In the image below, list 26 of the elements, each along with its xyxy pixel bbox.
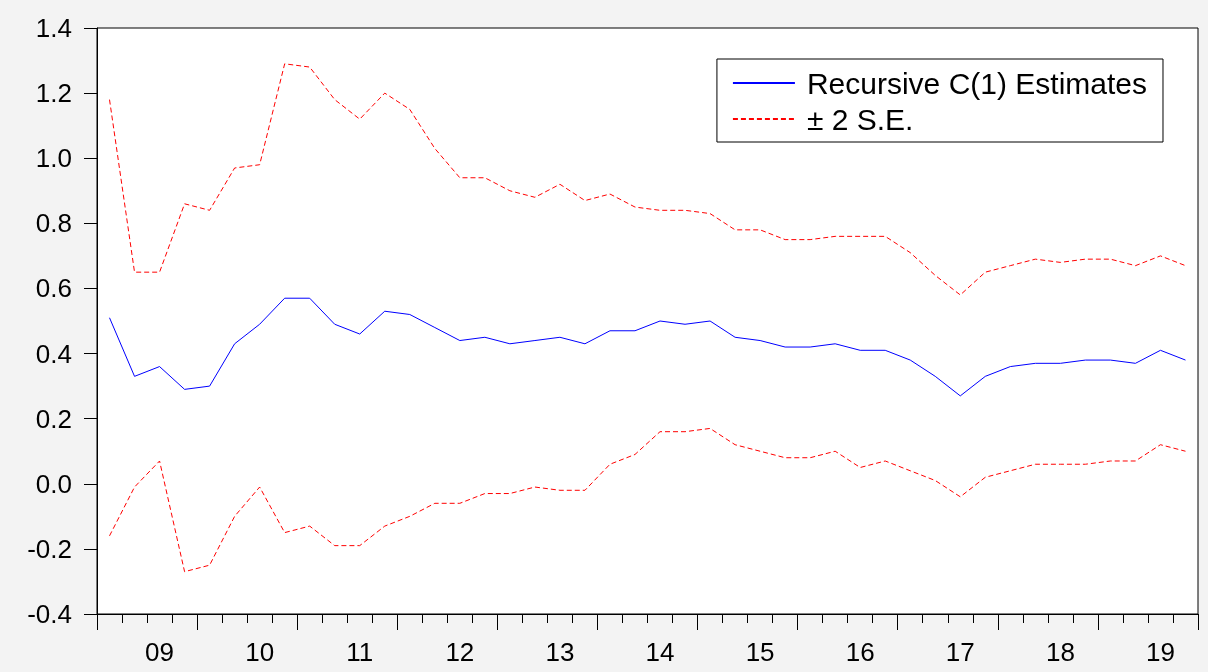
x-tick-label: 16: [845, 637, 875, 667]
x-tick-label: 09: [145, 637, 175, 667]
x-tick-label: 17: [945, 637, 975, 667]
legend-label: Recursive C(1) Estimates: [806, 66, 1147, 100]
y-tick-label: 1.4: [35, 13, 72, 43]
x-tick-label: 19: [1146, 637, 1175, 667]
y-tick-label: 1.2: [35, 78, 72, 109]
legend-label: ± 2 S.E.: [806, 102, 914, 136]
y-tick-label: 0.8: [35, 208, 72, 239]
x-tick-label: 10: [245, 637, 275, 667]
y-tick-label: -0.2: [27, 533, 72, 564]
x-tick-label: 14: [645, 637, 675, 667]
line-series: [109, 427, 1186, 573]
y-tick-label: 0.6: [35, 273, 72, 304]
y-tick-label: 0.2: [35, 403, 72, 434]
y-tick-label: 0.4: [35, 338, 72, 369]
x-tick-label: 11: [346, 637, 374, 667]
line-series: [109, 63, 1186, 296]
y-tick-label: 0.0: [35, 468, 72, 499]
x-tick-label: 18: [1045, 637, 1075, 667]
x-tick-label: 15: [745, 637, 775, 667]
y-tick-label: -0.4: [27, 599, 72, 629]
x-tick-label: 13: [545, 637, 575, 667]
line-series: [109, 297, 1186, 397]
y-tick-label: 1.0: [35, 143, 72, 174]
x-tick-label: 12: [445, 637, 475, 667]
